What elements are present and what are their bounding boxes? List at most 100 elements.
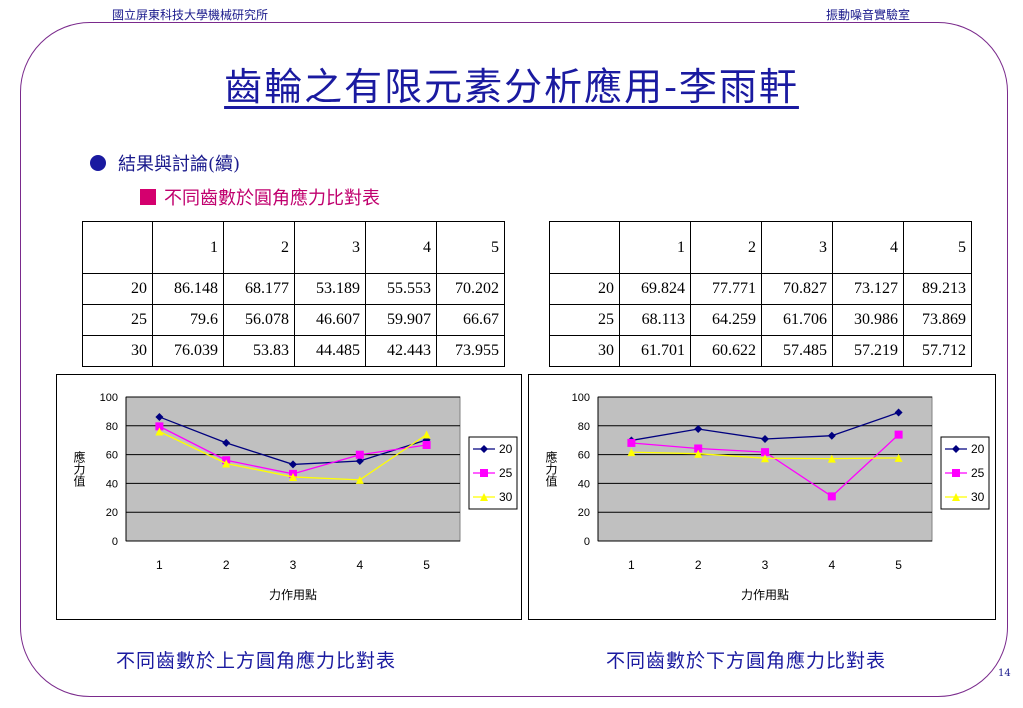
y-tick-label: 80 (106, 421, 118, 433)
caption-upper: 不同齒數於上方圓角應力比對表 (116, 650, 397, 672)
table-cell: 73.127 (832, 273, 904, 305)
data-point-30 (222, 459, 231, 468)
table-header-cell: 3 (294, 221, 366, 274)
table-row-label: 25 (82, 304, 153, 336)
y-tick-label: 20 (106, 507, 118, 519)
table-row-label: 20 (82, 273, 153, 305)
data-point-25 (694, 444, 703, 453)
table-cell: 53.83 (223, 335, 295, 367)
x-tick-label: 3 (762, 558, 769, 572)
data-point-30 (627, 448, 636, 457)
data-point-20 (694, 425, 703, 434)
header-left: 國立屏東科技大學機械研究所 (112, 8, 269, 22)
data-point-25 (827, 492, 836, 501)
upper-fillet-table: 1 2 3 4 5 20 86.148 68.177 53.189 55.553 70.202 25 7… (82, 221, 505, 367)
x-tick-label: 1 (156, 558, 163, 572)
legend-label: 25 (971, 466, 985, 480)
table-row-label: 20 (549, 273, 620, 305)
table-cell: 68.113 (619, 304, 691, 336)
legend-marker-icon (952, 469, 960, 477)
x-tick-label: 1 (628, 558, 635, 572)
y-tick-label: 100 (100, 392, 118, 404)
table-cell: 86.148 (152, 273, 224, 305)
y-axis-title: 應力值 (544, 450, 558, 488)
table-header-cell (82, 221, 153, 274)
table-cell: 76.039 (152, 335, 224, 367)
x-tick-label: 4 (828, 558, 835, 572)
y-tick-label: 20 (578, 507, 590, 519)
bullet-dot-icon (90, 155, 106, 171)
data-point-20 (222, 438, 231, 447)
table-cell: 64.259 (690, 304, 762, 336)
table-cell: 66.67 (436, 304, 505, 336)
table-cell: 53.189 (294, 273, 366, 305)
table-header-cell: 2 (223, 221, 295, 274)
y-tick-label: 60 (578, 450, 590, 462)
x-tick-label: 2 (223, 558, 230, 572)
y-tick-label: 60 (106, 450, 118, 462)
table-cell: 61.706 (761, 304, 833, 336)
x-tick-label: 3 (290, 558, 297, 572)
chart-svg: 0 20 40 60 80 100 1 2 3 4 5 力作用點 應力值 20 25 30 (72, 392, 518, 602)
table-cell: 55.553 (365, 273, 437, 305)
table-row: 30 76.039 53.83 44.485 42.443 73.955 (82, 335, 505, 367)
data-point-25 (355, 450, 364, 459)
table-header-cell: 4 (365, 221, 437, 274)
legend-label: 20 (499, 442, 513, 456)
table-header-cell: 2 (690, 221, 762, 274)
table-cell: 57.485 (761, 335, 833, 367)
data-point-30 (694, 449, 703, 458)
table-header-cell (549, 221, 620, 274)
table-cell: 57.219 (832, 335, 904, 367)
table-header-cell: 1 (619, 221, 691, 274)
table-cell: 42.443 (365, 335, 437, 367)
bullet-subtitle-text: 不同齒數於圓角應力比對表 (164, 188, 380, 209)
x-tick-label: 5 (895, 558, 902, 572)
bullet-results: 結果與討論(續) (90, 150, 240, 176)
bullet-subtitle: 不同齒數於圓角應力比對表 (140, 184, 380, 210)
plot-area (125, 396, 461, 542)
y-tick-label: 40 (578, 478, 590, 490)
data-point-20 (827, 431, 836, 440)
data-point-20 (761, 435, 769, 444)
slide-title: 齒輪之有限元素分析應用-李雨軒 (224, 65, 799, 109)
table-cell: 79.6 (152, 304, 224, 336)
legend-label: 30 (971, 490, 985, 504)
caption-lower: 不同齒數於下方圓角應力比對表 (606, 650, 887, 672)
bullet-square-icon (140, 189, 156, 205)
y-tick-label: 0 (112, 536, 118, 548)
table-cell: 68.177 (223, 273, 295, 305)
table-header-cell: 1 (152, 221, 224, 274)
data-point-25 (761, 448, 769, 457)
data-point-30 (355, 475, 364, 484)
data-point-20 (894, 408, 903, 417)
legend-marker-icon (480, 469, 488, 477)
data-point-30 (894, 453, 903, 462)
legend-label: 25 (499, 466, 513, 480)
table-cell: 89.213 (903, 273, 972, 305)
data-point-25 (155, 422, 164, 431)
table-row: 25 79.6 56.078 46.607 59.907 66.67 (82, 304, 505, 336)
data-point-30 (155, 427, 164, 436)
table-cell: 73.955 (436, 335, 505, 367)
lower-fillet-table: 1 2 3 4 5 20 69.824 77.771 70.827 73.127 89.213 25 6… (549, 221, 972, 367)
page-number: 14 (998, 668, 1011, 679)
table-cell: 73.869 (903, 304, 972, 336)
y-tick-label: 100 (572, 392, 590, 404)
data-point-20 (355, 457, 364, 466)
data-point-30 (289, 472, 297, 481)
data-point-20 (289, 460, 297, 469)
table-cell: 57.712 (903, 335, 972, 367)
table-cell: 61.701 (619, 335, 691, 367)
data-point-30 (422, 430, 431, 439)
slide-frame (20, 22, 1008, 697)
data-point-30 (761, 454, 769, 463)
legend-label: 30 (499, 490, 513, 504)
table-row-label: 25 (549, 304, 620, 336)
data-point-25 (422, 440, 431, 449)
data-point-25 (894, 430, 903, 439)
upper-fillet-chart: 0 20 40 60 80 100 1 2 3 4 5 力作用點 應力值 20 25 30 (56, 374, 522, 620)
table-cell: 77.771 (690, 273, 762, 305)
table-row-label: 30 (549, 335, 620, 367)
table-row: 25 68.113 64.259 61.706 30.986 73.869 (549, 304, 972, 336)
